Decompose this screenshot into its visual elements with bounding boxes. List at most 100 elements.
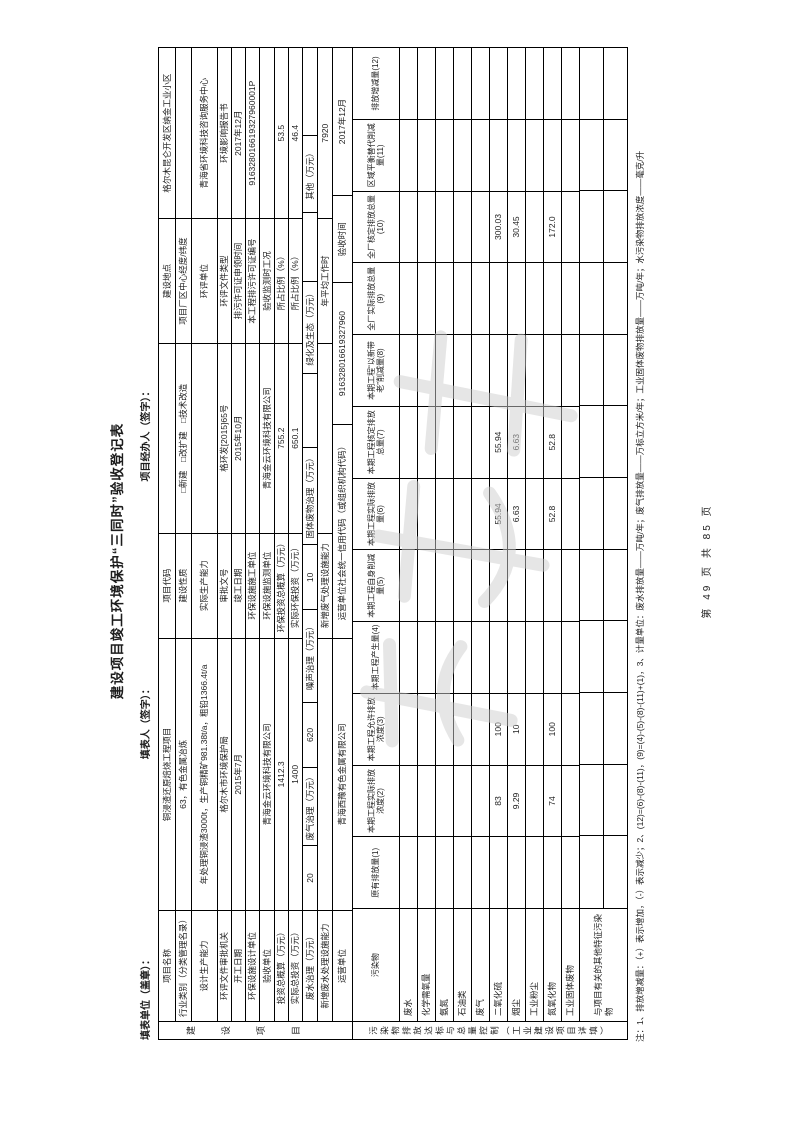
pollutant-value-cell (418, 119, 435, 192)
pollutant-value-cell (400, 406, 417, 479)
info-label-cell: 实际生产能力 (192, 533, 217, 639)
pollutant-value-cell (400, 837, 417, 910)
info-value-cell (159, 343, 175, 534)
info-value-cell: 格尔木市环境保护局 (218, 638, 231, 912)
pollutant-value-cell (562, 119, 579, 192)
pollutant-value-cell (562, 478, 579, 551)
info-label-cell: 验收单位 (261, 949, 272, 984)
pollutant-value-cell (436, 478, 453, 551)
pollutant-value-cell: 6.63 (508, 406, 525, 479)
pollutant-value-cell (436, 550, 453, 623)
pollutant-header-cell: 区域平衡替代削减量(11) (353, 119, 399, 192)
info-label-cell: 环评文件类型 (218, 219, 231, 344)
info-label-cell: 投资总概算（万元） (276, 927, 287, 1005)
pollutant-value-cell (400, 622, 417, 694)
info-label-cell: 运营单位 (337, 949, 348, 984)
pollutant-value-cell (526, 48, 543, 120)
pollutant-header-cell: 本期工程自身削减量(5) (353, 550, 399, 623)
info-value-cell (318, 343, 332, 534)
info-label-cell: 环保设施监测单位 (260, 533, 274, 639)
info-label-cell: 验收时间 (333, 195, 352, 284)
info-label-cell: 环保设施施工单位 (246, 533, 259, 639)
info-value-cell (303, 48, 317, 136)
info-value-cell: □新建 □改扩建 □技术改造 (176, 343, 191, 534)
pollutant-value-cell (472, 119, 489, 192)
pollutant-value-cell (454, 191, 471, 264)
pollutant-other-subrows (580, 48, 627, 910)
info-row: 验收单位 青海金云环境科技有限公司 环保设施监测单位 青海金云环境科技有限公司 验收监测… (259, 48, 274, 1021)
pollutant-value-cell (604, 549, 627, 622)
pollutant-value-cell (604, 406, 627, 479)
info-value-cell: 2015年10月 (232, 343, 245, 534)
pollutant-value-cell (544, 837, 561, 910)
info-value-cell: 年处理铜浸渣3000t，生产铜精矿981.38t/a，粗铅1366.4t/a (192, 638, 217, 912)
pollutant-value-cell (526, 765, 543, 838)
info-value-cell: 格环发[2015]65号 (218, 343, 231, 534)
pollutant-name-header: 污染物 (371, 953, 381, 978)
info-label-cell: 固体废物治理（万元） (303, 447, 317, 546)
pollutant-value-cell (544, 622, 561, 694)
pollutant-value-cell (472, 335, 489, 407)
pollutant-row: 废气 (471, 48, 489, 1021)
pollutant-name: 石油类 (457, 990, 468, 1016)
pollutant-name: 化学需氧量 (421, 973, 432, 1016)
pollutant-name: 废水 (403, 998, 414, 1016)
pollutant-value-cell (604, 621, 627, 694)
pollutant-row: 化学需氧量 (417, 48, 435, 1021)
info-value-cell: 2017年12月 (232, 48, 245, 220)
pollutant-value-cell (562, 622, 579, 694)
pollutant-value-cell (436, 48, 453, 120)
pollutant-value-cell: 9.29 (508, 765, 525, 838)
info-value-cell: 青海省环境科技咨询服务中心 (192, 48, 217, 220)
pollutant-row: 石油类 (453, 48, 471, 1021)
pollutant-value-cell: 83 (490, 765, 507, 838)
info-label-cell: 年平均工作时 (318, 219, 332, 344)
pollutant-value-cell (436, 622, 453, 694)
fill-unit-label: 填表单位（盖章）： (141, 955, 152, 1040)
pollutant-value-cell (580, 48, 603, 120)
pollutant-header-cell: 排放增减量(12) (353, 48, 399, 120)
pollutant-value-cell (454, 693, 471, 766)
pollutant-value-cell (580, 549, 603, 622)
info-label-cell: 实际环保投资（万元） (289, 533, 302, 639)
pollutant-value-cell (418, 765, 435, 838)
info-row: 投资总概算（万元） 1412.3 环保投资总概算（万元） 755.2 所占比例（%） 53… (274, 48, 288, 1021)
info-value-cell: 916328016619327960 (333, 283, 352, 425)
pollutant-value-cell (454, 263, 471, 336)
pollutant-value-cell (562, 191, 579, 264)
pollutant-value-cell (454, 335, 471, 407)
pollutant-value-cell: 52.8 (544, 406, 561, 479)
pollutant-value-cell (472, 622, 489, 694)
pollutant-row: 工业粉尘 (525, 48, 543, 1021)
pollutant-value-cell (544, 48, 561, 120)
pollutant-header-cell: 全厂核定排放总量(10) (353, 191, 399, 264)
info-row: 开工日期 2015年7月 竣工日期 2015年10月 排污许可证申领时间 2017年12月 (231, 48, 245, 1021)
pollutant-value-cell (580, 693, 603, 765)
pollutant-value-cell (580, 191, 603, 264)
pollutant-value-cell (580, 836, 603, 908)
info-label-cell: 项目厂区中心经度/纬度 (176, 219, 191, 344)
pollutant-header-cell: 本期工程允许排放浓度(3) (353, 693, 399, 766)
pollutant-name: 工业粉尘 (529, 981, 540, 1016)
pollutant-row: 废水 (399, 48, 417, 1021)
pollutant-value-cell: 55.94 (490, 406, 507, 479)
pollutant-value-cell (400, 478, 417, 551)
pollutant-value-cell (544, 119, 561, 192)
pollutant-header-cell: 本期工程“以新带老”削减量(8) (353, 335, 399, 407)
fill-person-label: 填表人（签字）： (141, 684, 152, 760)
pollutant-value-cell (490, 335, 507, 407)
pollutant-value-cell (508, 263, 525, 336)
pollutant-value-cell (526, 693, 543, 766)
pollutant-value-cell (400, 191, 417, 264)
pollutant-name: 烟尘 (511, 998, 522, 1016)
form-header-line: 填表单位（盖章）： 填表人（签字）： 项目经办人（签字）： (137, 47, 152, 1040)
pollutant-value-cell (400, 765, 417, 838)
info-row: 废水治理（万元） 20 废气治理（万元） 620 噪声治理（万元） 10 固体废物治理（万元… (302, 48, 317, 1021)
pollutant-value-cell (562, 406, 579, 479)
pollutant-value-cell (580, 621, 603, 694)
pollutant-header-row: 污染物 原有排放量(1) 本期工程实际排放浓度(2) 本期工程允许排放浓度(3) 本期工… (353, 48, 399, 1021)
acceptance-registration-table: 建设项目 项目名称 铜浸渣还原焙烧工程项目 项目代码 建设地点 格尔木昆仑开发区纳金工业… (158, 47, 628, 1040)
form-note: 注：1、排放增减量：（+）表示增加，（-）表示减少；2、(12)=(6)-(8)… (635, 150, 645, 1042)
pollutant-value-cell (604, 764, 627, 837)
